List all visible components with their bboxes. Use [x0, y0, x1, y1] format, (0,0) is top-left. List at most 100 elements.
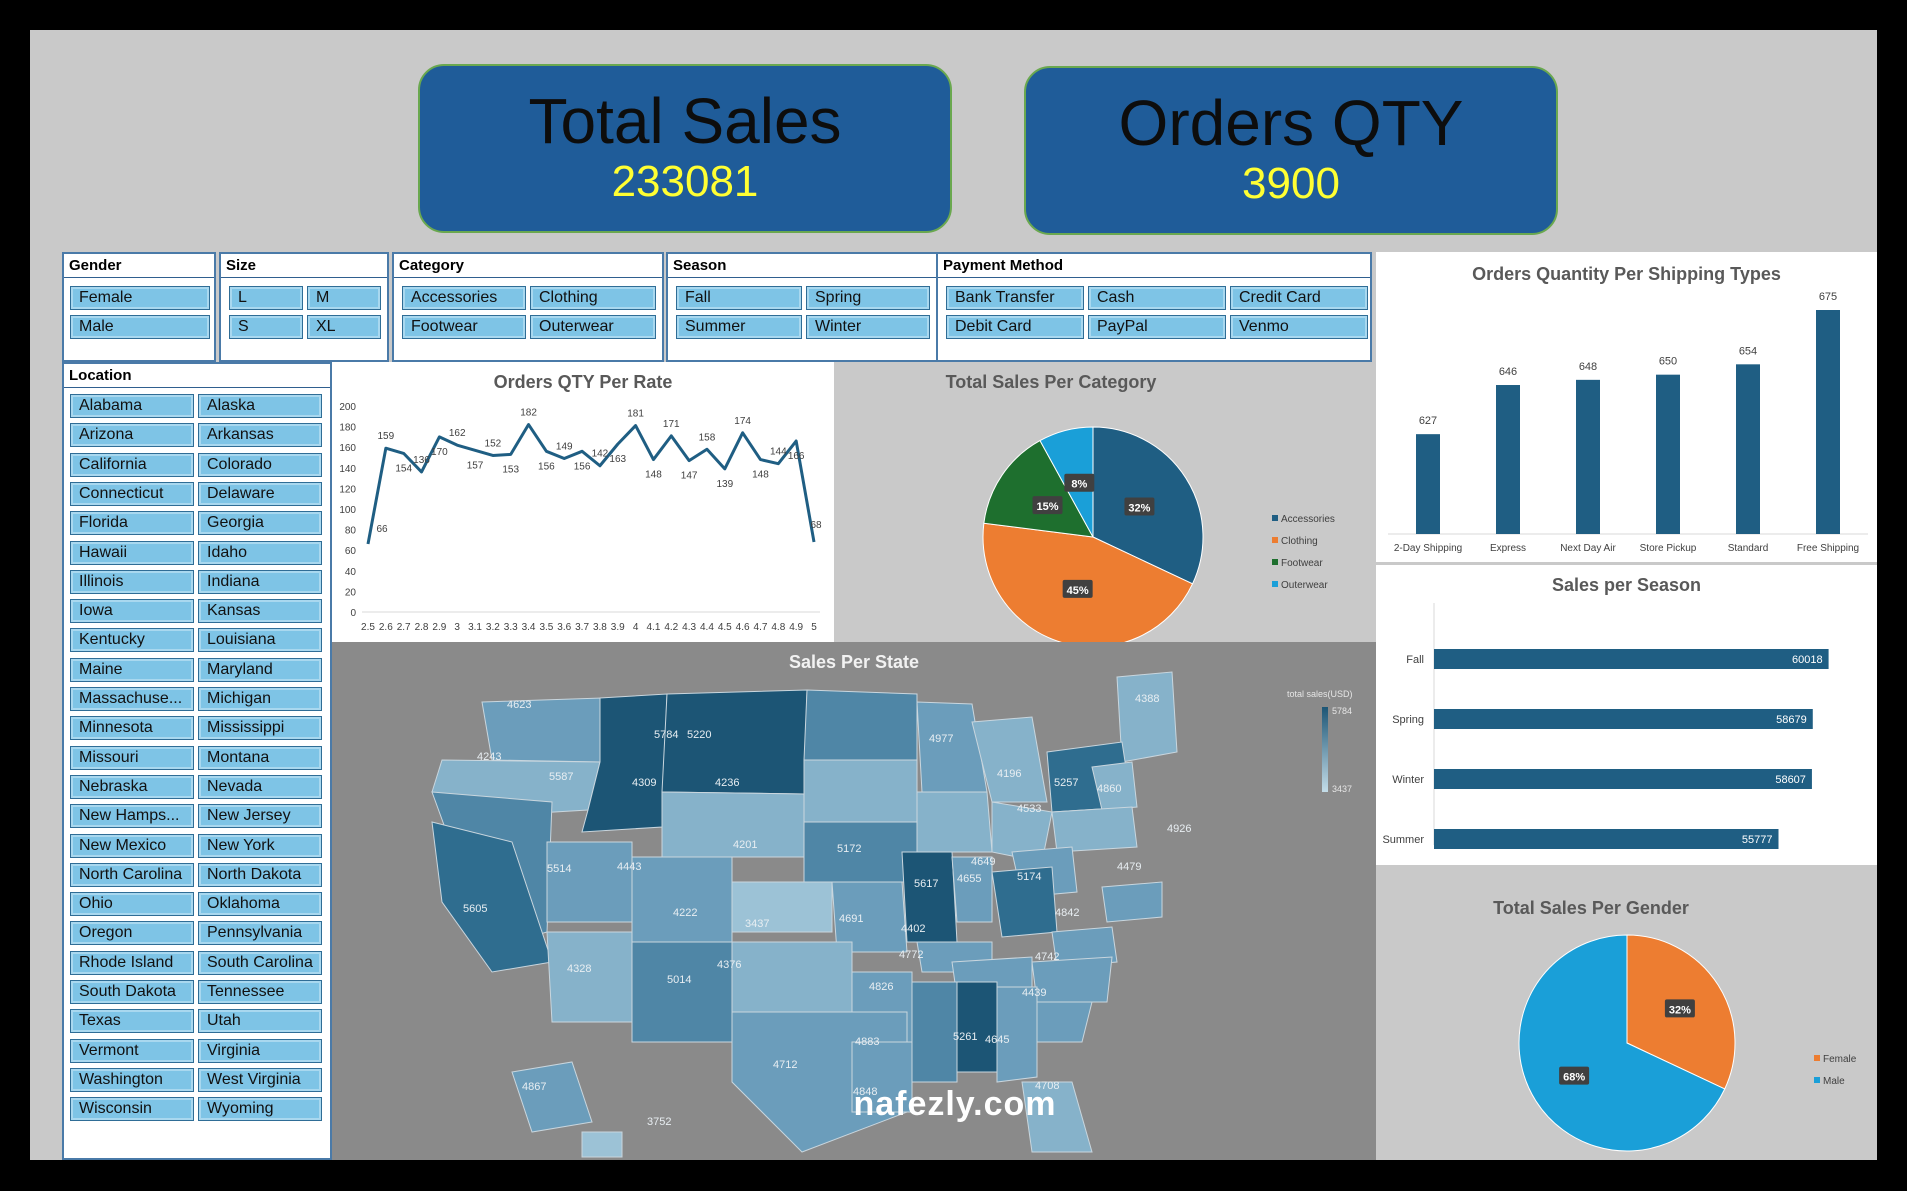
slicer-season-winter[interactable]: Winter [806, 315, 930, 339]
slicer-location-item[interactable]: Michigan [198, 687, 322, 711]
gender-slicer: Gender Female Male [62, 252, 216, 362]
slicer-location-item[interactable]: Missouri [70, 745, 194, 770]
slicer-size-m[interactable]: M [307, 286, 381, 310]
slicer-location-item[interactable]: New Mexico [70, 833, 194, 858]
slicer-location-item[interactable]: Idaho [198, 540, 322, 565]
slicer-location-item[interactable]: Utah [198, 1009, 322, 1034]
season-slicer: Season Fall Spring Summer Winter [666, 252, 938, 362]
slicer-location-item[interactable]: New York [198, 833, 322, 858]
slicer-location-item[interactable]: Oregon [70, 921, 194, 946]
slicer-location-item[interactable]: Arkansas [198, 423, 322, 448]
map-legend-bar [1322, 707, 1328, 792]
slicer-location-item[interactable]: Hawaii [70, 540, 194, 565]
slicer-location-item[interactable]: Pennsylvania [198, 921, 322, 946]
slicer-location-item[interactable]: New Hamps... [70, 804, 194, 829]
state-value-label: 4309 [632, 777, 656, 789]
slicer-size-xl[interactable]: XL [307, 315, 381, 339]
state-value-label: 4860 [1097, 783, 1121, 795]
state-value-label: 5257 [1054, 777, 1078, 789]
slicer-size-l[interactable]: L [229, 286, 303, 310]
slicer-location-item[interactable]: West Virginia [198, 1067, 322, 1092]
state-value-label: 4402 [901, 923, 925, 935]
slicer-payment-bank-transfer[interactable]: Bank Transfer [946, 286, 1084, 310]
x-tick-label: 3.4 [522, 622, 536, 633]
slicer-gender-female[interactable]: Female [70, 286, 210, 310]
total-sales-per-category-title: Total Sales Per Category [945, 372, 1157, 392]
slicer-location-item[interactable]: Maryland [198, 657, 322, 682]
slicer-location-item[interactable]: South Dakota [70, 980, 194, 1004]
sales-per-state-panel: Sales Per State 4623 4243 5587 5784 5220 4977… [332, 642, 1376, 1160]
slicer-location-item[interactable]: Virginia [198, 1038, 322, 1063]
slicer-location-item[interactable]: Maine [70, 657, 194, 682]
state-region [1101, 881, 1163, 923]
slicer-location-item[interactable]: Illinois [70, 569, 194, 594]
state-region [851, 1041, 913, 1113]
slicer-location-item[interactable]: Florida [70, 511, 194, 536]
slicer-category-footwear[interactable]: Footwear [402, 315, 526, 339]
slicer-location-item[interactable]: California [70, 452, 194, 477]
slicer-location-item[interactable]: Minnesota [70, 716, 194, 741]
slicer-payment-cash[interactable]: Cash [1088, 286, 1226, 310]
slicer-location-item[interactable]: Montana [198, 745, 322, 770]
state-value-label: 5587 [549, 771, 573, 783]
slicer-location-item[interactable]: Connecticut [70, 481, 194, 506]
slicer-location-item[interactable]: Massachuse... [70, 687, 194, 711]
slicer-location-item[interactable]: Mississippi [198, 716, 322, 741]
slicer-location-item[interactable]: Washington [70, 1067, 194, 1092]
legend-label: Female [1823, 1054, 1857, 1065]
slicer-location-item[interactable]: Nebraska [70, 774, 194, 799]
slicer-location-item[interactable]: North Carolina [70, 862, 194, 887]
slicer-location-item[interactable]: Texas [70, 1009, 194, 1034]
legend-label: Footwear [1281, 558, 1323, 569]
slicer-location-item[interactable]: Kentucky [70, 628, 194, 653]
slicer-location-item[interactable]: Kansas [198, 599, 322, 624]
data-label-box [1064, 473, 1095, 492]
slicer-category-clothing[interactable]: Clothing [530, 286, 656, 310]
map-legend-title: total sales(USD) [1287, 689, 1353, 699]
total-sales-per-gender-chart: 32% 68% Female Male [1518, 934, 1857, 1152]
data-label: 32% [1669, 1004, 1691, 1016]
slicer-location-item[interactable]: Louisiana [198, 628, 322, 653]
slicer-payment-venmo[interactable]: Venmo [1230, 315, 1368, 339]
slicer-location-item[interactable]: Iowa [70, 599, 194, 624]
slicer-location-item[interactable]: Rhode Island [70, 950, 194, 975]
slicer-location-item[interactable]: Alaska [198, 394, 322, 418]
slicer-location-item[interactable]: Georgia [198, 511, 322, 536]
y-tick-label: 80 [345, 526, 357, 537]
slicer-location-item[interactable]: Indiana [198, 569, 322, 594]
x-tick-label: 4.2 [664, 622, 678, 633]
slicer-location-item[interactable]: Alabama [70, 394, 194, 418]
slicer-location-item[interactable]: Vermont [70, 1038, 194, 1063]
slicer-location-item[interactable]: Wyoming [198, 1097, 322, 1122]
state-value-label: 5174 [1017, 871, 1041, 883]
slicer-season-summer[interactable]: Summer [676, 315, 802, 339]
slicer-category-outerwear[interactable]: Outerwear [530, 315, 656, 339]
slicer-payment-debit-card[interactable]: Debit Card [946, 315, 1084, 339]
slicer-season-fall[interactable]: Fall [676, 286, 802, 310]
slicer-payment-credit-card[interactable]: Credit Card [1230, 286, 1368, 310]
total-sales-per-gender-panel: Total Sales Per Gender 32% 68% Female Male [1376, 868, 1877, 1160]
slicer-location-item[interactable]: Colorado [198, 452, 322, 477]
x-tick-label: 2.8 [415, 622, 429, 633]
slicer-location-item[interactable]: Oklahoma [198, 892, 322, 917]
data-label: 171 [663, 419, 680, 430]
slicer-location-item[interactable]: Delaware [198, 481, 322, 506]
slicer-location-item[interactable]: Tennessee [198, 980, 322, 1004]
slicer-location-item[interactable]: Wisconsin [70, 1097, 194, 1122]
slicer-gender-male[interactable]: Male [70, 315, 210, 339]
slicer-payment-paypal[interactable]: PayPal [1088, 315, 1226, 339]
data-label: 159 [377, 431, 394, 442]
slicer-location-item[interactable]: South Carolina [198, 950, 322, 975]
slicer-location-item[interactable]: Arizona [70, 423, 194, 448]
slicer-size-s[interactable]: S [229, 315, 303, 339]
data-label: 166 [788, 451, 805, 462]
slicer-location-item[interactable]: Ohio [70, 892, 194, 917]
bar [1496, 385, 1520, 534]
legend-label: Clothing [1281, 536, 1318, 547]
slicer-category-accessories[interactable]: Accessories [402, 286, 526, 310]
slicer-location-item[interactable]: Nevada [198, 774, 322, 799]
slicer-location-item[interactable]: New Jersey [198, 804, 322, 829]
slicer-season-spring[interactable]: Spring [806, 286, 930, 310]
x-tick-label: 3.9 [611, 622, 625, 633]
slicer-location-item[interactable]: North Dakota [198, 862, 322, 887]
